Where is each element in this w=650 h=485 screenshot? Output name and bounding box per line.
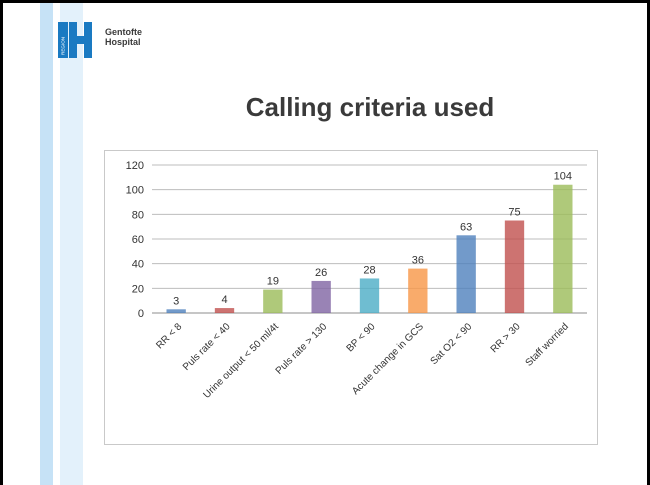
data-label: 63 — [460, 221, 472, 233]
data-label: 3 — [173, 295, 179, 307]
bar — [311, 280, 331, 313]
chart-container: 0 20 40 60 80 100 120 3 RR < 8 4 Puls rate < 40 19 U… — [104, 150, 598, 445]
data-label: 75 — [508, 207, 520, 219]
y-tick-label: 100 — [126, 185, 144, 197]
y-tick-label: 120 — [126, 160, 144, 172]
x-tick-label: Staff worried — [524, 321, 571, 368]
data-label: 4 — [221, 294, 227, 306]
data-label: 104 — [554, 171, 572, 183]
y-tick-label: 20 — [132, 283, 144, 295]
x-tick-label: BP < 90 — [345, 321, 378, 354]
y-tick-label: 80 — [132, 209, 144, 221]
bar — [214, 308, 235, 313]
slide-border — [0, 0, 3, 485]
data-label: 19 — [267, 276, 279, 288]
slide-border — [0, 0, 650, 3]
bar — [359, 278, 380, 313]
hospital-name: Gentofte Hospital — [105, 27, 142, 47]
logo-region-text: REGION — [61, 37, 66, 55]
y-tick-label: 40 — [132, 259, 144, 271]
x-tick-label: RR < 8 — [154, 321, 184, 351]
y-tick-label: 60 — [132, 234, 144, 246]
bar — [553, 184, 573, 313]
bar — [166, 309, 186, 313]
data-label: 26 — [315, 267, 327, 279]
bar — [263, 289, 283, 313]
bar — [408, 268, 428, 313]
x-tick-label: Puls rate < 40 — [181, 321, 233, 373]
decorative-stripe — [40, 3, 53, 485]
hospital-name-line1: Gentofte — [105, 27, 142, 37]
bar — [456, 235, 476, 313]
x-tick-label: RR > 30 — [489, 321, 523, 355]
x-tick-label: Sat O2 < 90 — [429, 321, 475, 367]
hospital-logo: REGION — [58, 22, 92, 58]
data-label: 36 — [412, 255, 424, 267]
x-tick-label: Puls rate > 130 — [274, 321, 330, 377]
slide-title: Calling criteria used — [245, 92, 495, 122]
slide-border — [647, 0, 650, 485]
hospital-name-line2: Hospital — [105, 37, 141, 47]
data-label: 28 — [363, 264, 375, 276]
bar — [504, 220, 525, 313]
y-tick-label: 0 — [138, 308, 144, 320]
decorative-stripe — [60, 3, 83, 485]
